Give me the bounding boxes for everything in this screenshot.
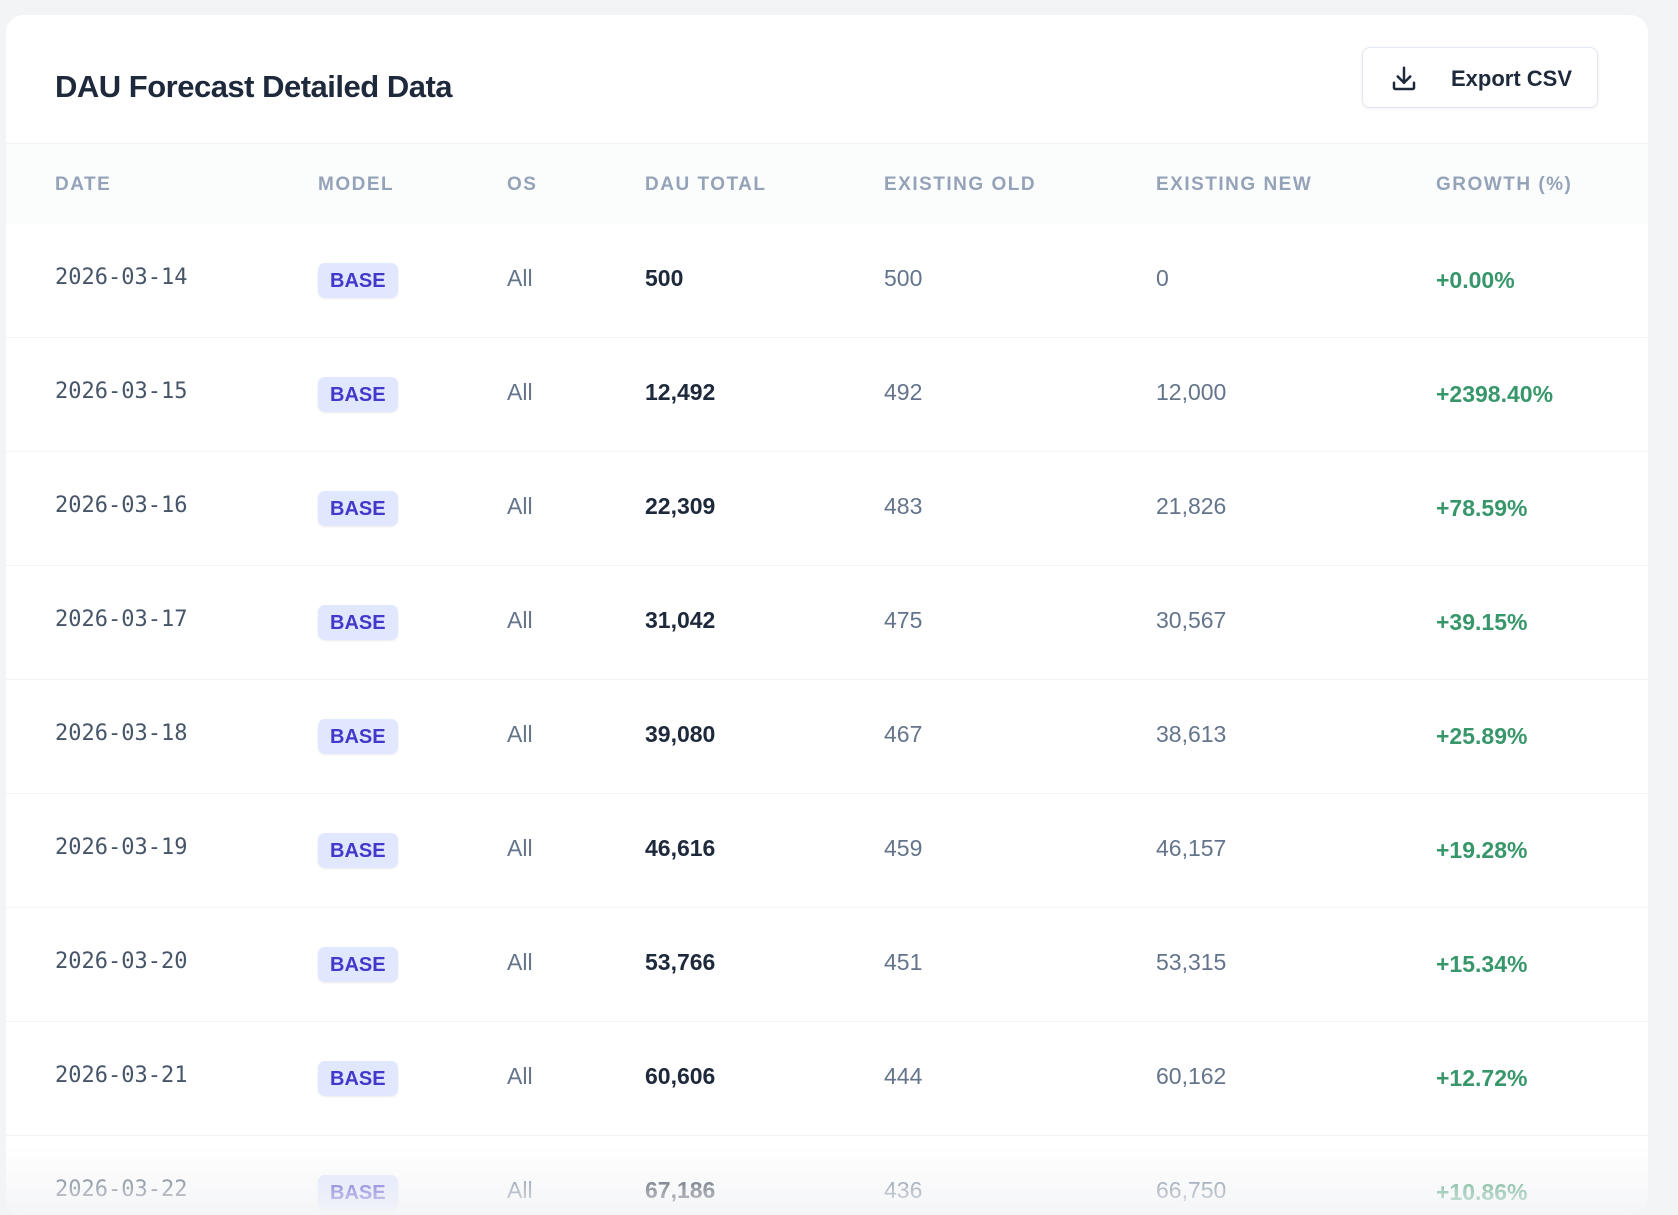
cell: 500: [884, 265, 923, 291]
cell: 2026-03-16: [55, 493, 188, 518]
cell: +25.89%: [1436, 723, 1528, 749]
model-badge: BASE: [318, 491, 398, 526]
column-header: GROWTH (%): [1436, 174, 1573, 195]
table-row: 2026-03-14 BASE All 500 500 0 +0.00%: [6, 223, 1648, 338]
model-badge: BASE: [318, 377, 398, 412]
cell: 2026-03-20: [55, 949, 188, 974]
column-header: DATE: [55, 174, 112, 195]
cell: 22,309: [645, 493, 716, 519]
export-button[interactable]: Export CSV: [1362, 47, 1598, 108]
cell: All: [507, 835, 533, 861]
cell: 53,315: [1156, 949, 1227, 975]
cell: 459: [884, 835, 923, 861]
cell: 39,080: [645, 721, 716, 747]
download-icon: [1392, 66, 1416, 91]
fade: [6, 1145, 1648, 1215]
table-row: 2026-03-19 BASE All 46,616 459 46,157 +19.28%: [6, 793, 1648, 908]
cell: +39.15%: [1436, 609, 1528, 635]
cell: 444: [884, 1063, 923, 1089]
cell: 30,567: [1156, 607, 1227, 633]
cell: 2026-03-17: [55, 607, 188, 632]
table-row: 2026-03-15 BASE All 12,492 492 12,000 +2398.40…: [6, 337, 1648, 452]
model-badge: BASE: [318, 833, 398, 868]
column-header: MODEL: [318, 174, 395, 195]
cell: 0: [1156, 265, 1169, 291]
cell: +12.72%: [1436, 1065, 1528, 1091]
table-row: 2026-03-21 BASE All 60,606 444 60,162 +12.72%: [6, 1021, 1648, 1136]
cell: 467: [884, 721, 923, 747]
table-row: 2026-03-20 BASE All 53,766 451 53,315 +15.34%: [6, 907, 1648, 1022]
cell: 2026-03-21: [55, 1063, 188, 1088]
cell: +2398.40%: [1436, 381, 1554, 407]
cell: 2026-03-18: [55, 721, 188, 746]
cell: 46,157: [1156, 835, 1227, 861]
title: DAU Forecast Detailed Data: [55, 69, 453, 104]
model-badge: BASE: [318, 719, 398, 754]
cell: +19.28%: [1436, 837, 1528, 863]
cell: 12,492: [645, 379, 716, 405]
model-badge: BASE: [318, 947, 398, 982]
column-header: EXISTING OLD: [884, 174, 1037, 195]
cell: 2026-03-15: [55, 379, 188, 404]
cell: 46,616: [645, 835, 716, 861]
cell: 21,826: [1156, 493, 1227, 519]
cell: All: [507, 949, 533, 975]
card: DAU Forecast Detailed Data Export CSV DA…: [6, 15, 1648, 1215]
cell: 53,766: [645, 949, 716, 975]
cell: 500: [645, 265, 684, 291]
model-badge: BASE: [318, 263, 398, 298]
cell: 60,606: [645, 1063, 716, 1089]
cell: 38,613: [1156, 721, 1227, 747]
cell: 2026-03-19: [55, 835, 188, 860]
cell: 31,042: [645, 607, 716, 633]
button-label: Export CSV: [1451, 66, 1573, 91]
cell: 60,162: [1156, 1063, 1227, 1089]
column-header: OS: [507, 174, 538, 195]
cell: All: [507, 1063, 533, 1089]
column-header: EXISTING NEW: [1156, 174, 1313, 195]
cell: +0.00%: [1436, 267, 1515, 293]
cell: 451: [884, 949, 923, 975]
cell: 492: [884, 379, 923, 405]
cell: +15.34%: [1436, 951, 1528, 977]
cell: All: [507, 265, 533, 291]
cell: 483: [884, 493, 923, 519]
cell: All: [507, 379, 533, 405]
cell: All: [507, 493, 533, 519]
model-badge: BASE: [318, 1061, 398, 1096]
table-row: 2026-03-17 BASE All 31,042 475 30,567 +39.15%: [6, 565, 1648, 680]
model-badge: BASE: [318, 605, 398, 640]
cell: +78.59%: [1436, 495, 1528, 521]
column-header: DAU TOTAL: [645, 174, 767, 195]
cell: 12,000: [1156, 379, 1227, 405]
cell: All: [507, 721, 533, 747]
cell: 2026-03-14: [55, 265, 188, 290]
table-header: DATE MODEL OS DAU TOTAL EXISTING OLD EXISTING…: [6, 143, 1648, 224]
cell: 475: [884, 607, 923, 633]
table-row: 2026-03-16 BASE All 22,309 483 21,826 +78.59%: [6, 451, 1648, 566]
cell: All: [507, 607, 533, 633]
table-row: 2026-03-18 BASE All 39,080 467 38,613 +25.89%: [6, 679, 1648, 794]
